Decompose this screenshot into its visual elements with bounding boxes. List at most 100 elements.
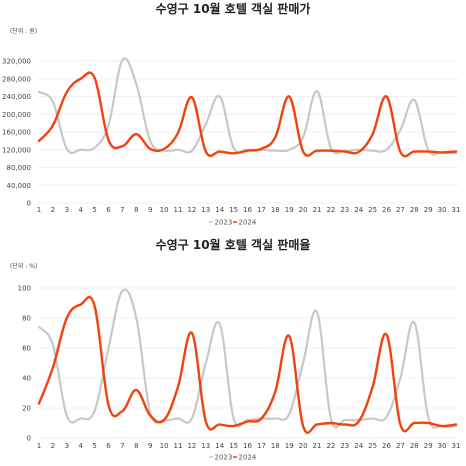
occupancy-chart-unit-label: (단위 : %) [10,262,37,270]
price-chart-series [37,57,458,158]
y-tick-label: 320,000 [2,58,31,66]
series-line-2024 [37,295,458,434]
legend-2024-label: 2024 [239,454,257,462]
occupancy-chart-title: 수영구 10월 호텔 객실 판매율 [156,237,311,252]
x-tick-label: 3 [65,206,69,214]
x-tick-label: 20 [299,206,308,214]
x-tick-label: 21 [313,442,322,450]
x-tick-label: 6 [106,442,111,450]
x-tick-label: 23 [340,206,349,214]
x-tick-label: 30 [438,442,447,450]
x-tick-label: 12 [187,442,196,450]
x-tick-label: 19 [285,206,294,214]
x-tick-label: 26 [382,442,391,450]
x-tick-label: 29 [424,206,433,214]
x-tick-label: 22 [326,442,335,450]
x-tick-label: 1 [37,442,41,450]
x-tick-label: 25 [368,442,377,450]
occupancy-chart: 수영구 10월 호텔 객실 판매율 (단위 : %) 020406080100 … [10,237,460,462]
legend-2023-label: 2023 [215,454,233,462]
y-tick-label: 60 [22,345,31,353]
x-tick-label: 14 [215,206,224,214]
x-tick-label: 16 [243,442,252,450]
y-tick-label: 280,000 [2,75,31,83]
occupancy-chart-series [37,288,458,434]
y-tick-label: 100 [18,285,31,293]
x-tick-label: 31 [452,442,461,450]
x-tick-label: 5 [92,206,96,214]
x-tick-label: 17 [257,206,266,214]
x-tick-label: 22 [326,206,335,214]
legend-2023-label: 2023 [215,219,233,227]
occupancy-chart-legend: 2023 2024 [209,454,257,462]
x-tick-label: 16 [243,206,252,214]
x-tick-label: 18 [271,442,280,450]
x-tick-label: 19 [285,442,294,450]
price-chart-title: 수영구 10월 호텔 객실 판매가 [156,1,311,16]
y-tick-label: 80 [22,315,31,323]
x-tick-label: 24 [354,206,363,214]
x-tick-label: 6 [106,206,111,214]
y-tick-label: 40,000 [7,182,32,190]
x-tick-label: 28 [410,206,419,214]
x-tick-label: 12 [187,206,196,214]
price-chart-x-axis: 1 2 3 4 5 6 7 8 9 10 11 12 13 14 15 16 17 18 19 20 21 22 23 24 2… [37,206,461,214]
x-tick-label: 11 [174,442,183,450]
x-tick-label: 1 [37,206,41,214]
x-tick-label: 21 [313,206,322,214]
x-tick-label: 26 [382,206,391,214]
occupancy-chart-gridlines [37,287,459,439]
y-tick-label: 20 [22,405,31,413]
x-tick-label: 25 [368,206,377,214]
x-tick-label: 28 [410,442,419,450]
y-tick-label: 160,000 [2,129,31,137]
x-tick-label: 24 [354,442,363,450]
y-tick-label: 80,000 [7,164,32,172]
y-tick-label: 120,000 [2,146,31,154]
x-tick-label: 29 [424,442,433,450]
legend-2024-label: 2024 [239,219,257,227]
x-tick-label: 9 [148,442,152,450]
x-tick-label: 3 [65,442,69,450]
x-tick-label: 17 [257,442,266,450]
occupancy-chart-x-axis: 1 2 3 4 5 6 7 8 9 10 11 12 13 14 15 16 17 18 19 20 21 22 23 24 2… [37,442,461,450]
x-tick-label: 9 [148,206,152,214]
x-tick-label: 2 [51,206,55,214]
price-chart-legend: 2023 2024 [209,219,257,227]
x-tick-label: 15 [229,442,238,450]
price-chart: 수영구 10월 호텔 객실 판매가 (단위 : 원) 0 40,000 80,000… [2,1,460,227]
x-tick-label: 14 [215,442,224,450]
price-chart-y-axis: 0 40,000 80,000 120,000 160,000 200,000 240,00… [2,58,31,208]
x-tick-label: 15 [229,206,238,214]
x-tick-label: 13 [201,206,210,214]
x-tick-label: 2 [51,442,55,450]
price-chart-unit-label: (단위 : 원) [10,27,37,35]
x-tick-label: 27 [396,206,405,214]
x-tick-label: 10 [160,206,169,214]
x-tick-label: 7 [120,206,124,214]
y-tick-label: 0 [27,435,31,443]
x-tick-label: 5 [92,442,96,450]
x-tick-label: 31 [452,206,461,214]
x-tick-label: 11 [174,206,183,214]
y-tick-label: 240,000 [2,93,31,101]
x-tick-label: 10 [160,442,169,450]
series-line-2024 [37,71,458,158]
x-tick-label: 4 [78,442,83,450]
x-tick-label: 23 [340,442,349,450]
series-line-2023 [37,288,458,429]
x-tick-label: 30 [438,206,447,214]
x-tick-label: 7 [120,442,124,450]
y-tick-label: 40 [22,375,31,383]
occupancy-chart-y-axis: 0 20 40 60 80 100 [18,285,31,443]
x-tick-label: 4 [78,206,83,214]
y-tick-label: 200,000 [2,111,31,119]
x-tick-label: 20 [299,442,308,450]
x-tick-label: 18 [271,206,280,214]
x-tick-label: 27 [396,442,405,450]
y-tick-label: 0 [27,200,31,208]
x-tick-label: 8 [134,206,138,214]
x-tick-label: 8 [134,442,138,450]
x-tick-label: 13 [201,442,210,450]
